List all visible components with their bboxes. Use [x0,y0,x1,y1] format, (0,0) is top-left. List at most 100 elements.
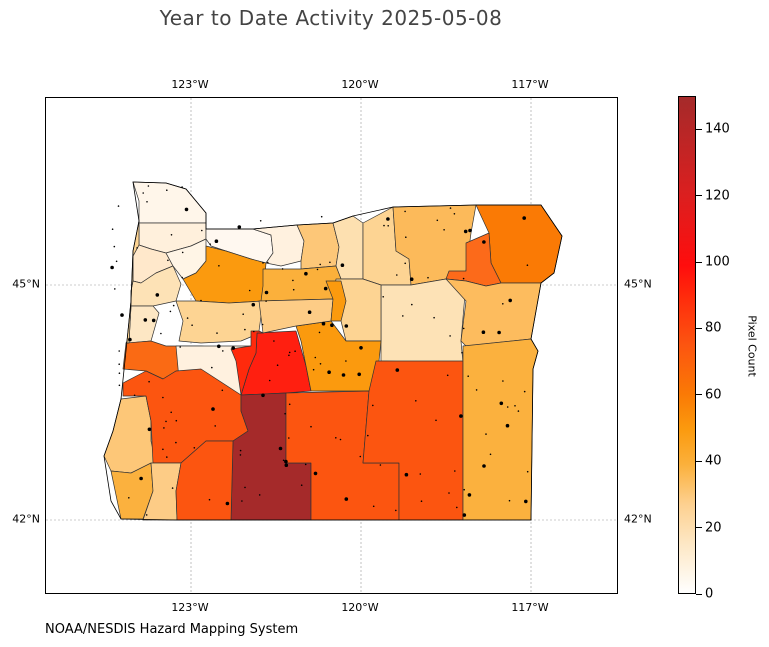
fire-detection-dot [147,427,152,432]
fire-detection-dot [282,459,285,462]
fire-detection-dot [273,340,275,342]
fire-detection-dot [241,500,243,502]
fire-detection-dot [267,261,269,264]
fire-detection-dot [395,509,397,512]
county-region[interactable] [462,338,539,521]
fire-detection-dot [468,228,472,233]
fire-detection-dot [427,276,429,279]
fire-detection-dot [327,370,331,375]
fire-detection-dot [181,251,184,254]
fire-detection-dot [278,446,283,451]
fire-detection-dot [276,364,279,367]
county-region[interactable] [380,278,467,364]
fire-detection-dot [443,229,445,231]
lat-tick-label-right: 42°N [624,512,652,526]
fire-detection-dot [387,225,390,227]
fire-detection-dot [231,346,235,350]
colorbar-label: Pixel Count [745,315,759,377]
fire-detection-dot [261,393,265,398]
fire-detection-dot [383,224,385,227]
fire-detection-dot [372,505,375,508]
fire-detection-dot [404,472,409,477]
fire-detection-dot [359,346,363,350]
fire-detection-dot [502,380,504,382]
fire-detection-dot [239,454,242,456]
fire-detection-dot [288,351,291,354]
fire-detection-dot [319,363,322,365]
county-region[interactable] [258,298,334,334]
source-credit: NOAA/NESDIS Hazard Mapping System [45,622,299,637]
colorbar [678,96,696,594]
fire-detection-dot [288,354,290,357]
fire-detection-dot [214,239,219,243]
fire-detection-dot [340,263,345,268]
fire-detection-dot [209,243,211,245]
fire-detection-dot [281,268,284,270]
fire-detection-dot [151,318,156,323]
fire-detection-dot [344,497,349,501]
colorbar-tick-mark [696,261,702,263]
fire-detection-dot [497,330,501,335]
fire-detection-dot [143,318,148,322]
colorbar-tick-label: 100 [705,254,730,270]
fire-detection-dot [329,261,331,264]
fire-detection-dot [505,423,510,428]
fire-detection-dot [118,384,121,387]
fire-detection-dot [454,470,456,472]
fire-detection-dot [344,324,349,328]
fire-detection-dot [244,486,246,489]
county-region[interactable] [128,305,160,344]
fire-detection-dot [292,288,295,291]
fire-detection-dot [165,420,167,423]
fire-detection-dot [261,323,264,326]
fire-detection-dot [318,331,321,334]
fire-detection-dot [136,247,138,249]
fire-detection-dot [155,293,160,297]
fire-detection-dot [463,488,466,491]
fire-detection-dot [217,344,221,349]
fire-detection-dot [294,350,296,353]
fire-detection-dot [147,185,150,187]
map-panel[interactable] [45,97,618,594]
fire-detection-dot [304,463,307,466]
fire-detection-dot [386,217,390,221]
colorbar-tick-label: 120 [705,188,730,204]
fire-detection-dot [171,487,174,489]
oregon-county-map[interactable] [46,98,618,594]
county-region[interactable] [230,330,264,396]
county-region[interactable] [296,222,340,270]
fire-detection-dot [191,324,193,327]
fire-detection-dot [449,335,451,337]
fire-detection-dot [526,264,529,267]
fire-detection-dot [208,498,211,501]
fire-detection-dot [320,215,323,218]
county-region[interactable] [132,181,207,224]
fire-detection-dot [517,410,520,412]
fire-detection-dot [446,374,449,377]
fire-detection-dot [312,368,315,371]
fire-detection-dot [211,407,215,411]
fire-detection-dot [200,299,202,302]
fire-detection-dot [482,240,486,244]
fire-detection-dot [404,210,406,213]
fire-detection-dot [186,317,189,319]
fire-detection-dot [262,262,264,264]
fire-detection-dot [211,366,213,369]
fire-detection-dot [214,425,216,427]
fire-detection-dot [379,464,382,466]
fire-detection-dot [288,437,290,439]
fire-detection-dot [313,471,318,476]
fire-detection-dot [128,497,130,499]
fire-detection-dot [145,514,148,516]
fire-detection-dot [258,494,261,496]
lon-tick-label-bottom: 123°W [171,601,209,614]
fire-detection-dot [341,373,346,377]
county-region[interactable] [325,280,347,322]
county-region[interactable] [175,300,264,344]
chart-title: Year to Date Activity 2025-05-08 [159,6,503,30]
fire-detection-dot [163,427,165,429]
fire-detection-dot [307,310,312,315]
fire-detection-dot [433,316,435,319]
fire-detection-dot [251,302,256,307]
lon-tick-label-top: 123°W [171,78,209,91]
